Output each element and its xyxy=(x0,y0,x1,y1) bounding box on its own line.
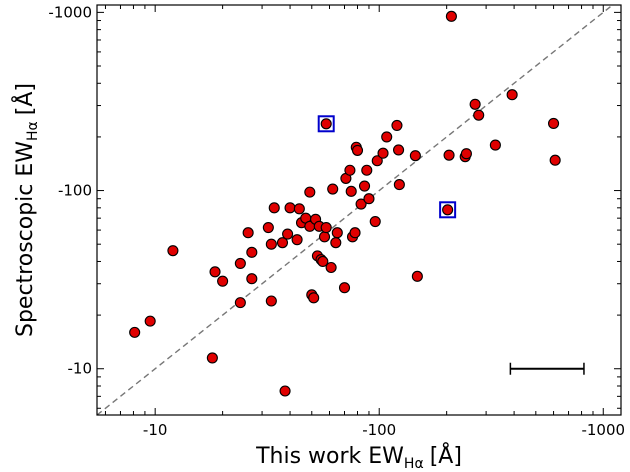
one-to-one-line xyxy=(96,4,613,416)
y-tick-label: -10 xyxy=(68,360,93,378)
data-point xyxy=(325,261,337,274)
data-point xyxy=(409,150,421,162)
data-point xyxy=(284,202,296,214)
data-point xyxy=(268,202,280,214)
data-point xyxy=(363,193,375,205)
data-point xyxy=(246,273,258,285)
plot-area xyxy=(96,4,613,416)
data-point xyxy=(338,282,351,294)
data-point xyxy=(234,257,246,269)
data-point xyxy=(265,238,277,250)
data-point xyxy=(489,139,501,151)
data-point xyxy=(217,275,229,287)
data-point xyxy=(371,155,383,167)
data-point xyxy=(129,326,141,338)
data-point xyxy=(548,117,560,130)
x-tick-label: -100 xyxy=(362,421,396,439)
x-tick-label: -10 xyxy=(143,421,168,439)
data-point xyxy=(279,385,291,397)
data-point xyxy=(242,227,254,239)
data-point xyxy=(377,147,389,159)
data-point xyxy=(355,198,367,210)
data-point xyxy=(308,292,320,304)
data-point xyxy=(393,179,405,191)
data-point xyxy=(206,352,218,364)
data-point xyxy=(265,295,277,307)
data-point xyxy=(291,234,303,246)
data-point xyxy=(460,148,472,160)
data-point xyxy=(167,245,179,257)
x-axis-label: This work EWHα [Å] xyxy=(255,442,462,472)
data-point xyxy=(304,186,316,198)
data-point xyxy=(209,266,221,278)
data-point xyxy=(293,203,305,215)
data-marks xyxy=(129,10,561,397)
y-tick-label: -100 xyxy=(58,182,92,200)
data-point xyxy=(282,228,294,240)
data-point xyxy=(317,255,329,268)
data-point xyxy=(344,164,356,176)
data-point xyxy=(330,237,342,249)
y-tick-label: -1000 xyxy=(48,3,92,21)
axes: -10 -100 -1000 -10 -100 -1000 xyxy=(48,3,625,439)
data-point xyxy=(381,131,393,143)
data-point xyxy=(369,215,381,228)
data-point xyxy=(320,221,332,234)
highlight-box xyxy=(439,201,457,219)
data-point xyxy=(262,221,274,234)
data-point xyxy=(549,154,561,166)
plot-frame xyxy=(96,4,622,416)
data-point xyxy=(445,10,457,22)
data-point xyxy=(331,227,343,239)
data-point xyxy=(391,119,403,131)
data-point xyxy=(361,164,373,176)
data-point xyxy=(473,109,485,121)
data-point xyxy=(443,149,455,161)
data-point xyxy=(506,89,518,101)
x-tick-label: -1000 xyxy=(581,421,625,439)
highlighted-data-point xyxy=(320,118,332,130)
data-point xyxy=(393,144,405,156)
highlight-box xyxy=(317,115,335,133)
data-point xyxy=(318,231,331,243)
data-point xyxy=(234,297,246,309)
data-point xyxy=(411,270,423,282)
data-point xyxy=(358,180,371,192)
data-point xyxy=(246,246,258,258)
data-point xyxy=(144,315,156,327)
data-point xyxy=(276,237,289,249)
highlighted-data-point xyxy=(442,204,454,216)
data-point xyxy=(469,98,481,110)
data-point xyxy=(349,227,361,239)
data-point xyxy=(327,183,339,195)
data-point xyxy=(345,185,357,197)
y-axis-label: Spectroscopic EWHα[Å] xyxy=(11,83,41,337)
data-point xyxy=(351,144,364,156)
